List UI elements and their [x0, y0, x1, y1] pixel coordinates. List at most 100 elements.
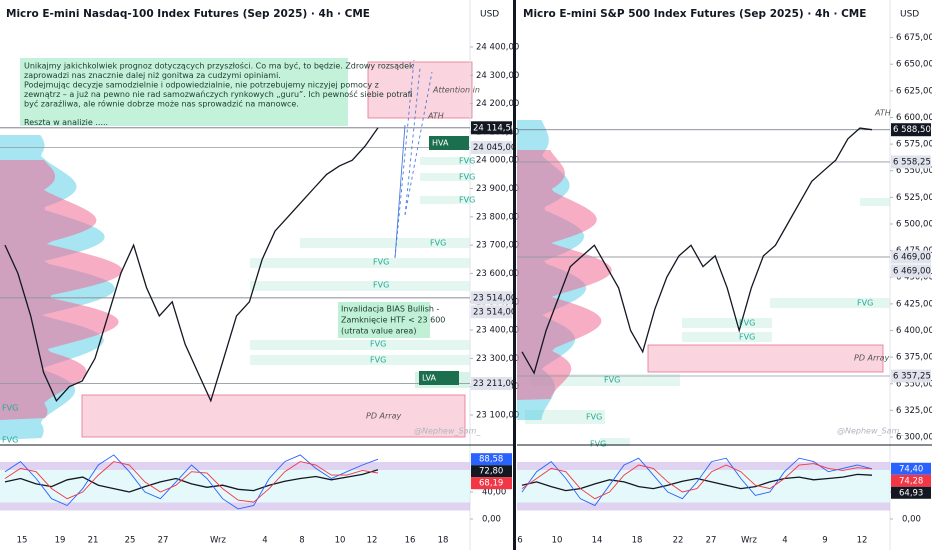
- y-tick-label: 23 800,00: [476, 212, 519, 222]
- x-tick-label: 6: [517, 536, 522, 546]
- osc-label-bg: [891, 474, 931, 487]
- osc-line: [521, 457, 873, 507]
- osc-label: 72,80: [479, 467, 503, 477]
- annotation: FVG: [604, 376, 620, 385]
- annotation: LVA: [422, 374, 437, 383]
- x-tick-label: 21: [88, 536, 99, 546]
- projection: [394, 124, 406, 259]
- x-tick-label: 12: [367, 536, 378, 546]
- price-label-bg: [471, 140, 512, 154]
- price-label: 6 469,00: [893, 253, 931, 263]
- note-line: Reszta w analizie .....: [24, 118, 108, 127]
- label-box: [429, 136, 469, 150]
- y-tick-label: 6 650,00: [896, 60, 932, 70]
- currency: USD: [480, 10, 499, 20]
- y-tick-label: 6 550,00: [896, 166, 932, 176]
- osc-band: [0, 461, 470, 470]
- annotation: HVA: [432, 139, 449, 148]
- osc-label-bg: [891, 486, 931, 499]
- annotation: FVG: [2, 404, 18, 413]
- zone: [420, 196, 470, 204]
- y-tick-label: 6 600,00: [896, 113, 932, 123]
- zone: [647, 344, 884, 373]
- price-label: 24 114,50: [473, 123, 516, 133]
- invalidation-line: (utrata value area): [341, 327, 416, 336]
- annotation: ATH: [874, 109, 891, 118]
- y-tick-label: 6 300,00: [896, 433, 932, 443]
- y-tick-label: 6 400,00: [896, 326, 932, 336]
- y-tick-label: 23 600,00: [476, 269, 519, 279]
- x-tick-label: 27: [706, 536, 717, 546]
- osc-label-bg: [471, 453, 512, 466]
- osc-line: [4, 454, 379, 510]
- osc-band: [517, 461, 890, 470]
- x-tick-label: 18: [632, 536, 643, 546]
- y-tick-label: 6 450,00: [896, 273, 932, 283]
- zone: [300, 238, 470, 248]
- invalidation-box: [338, 302, 430, 338]
- label-box: [419, 371, 459, 385]
- price-label: 6 357,25: [893, 372, 931, 382]
- y-tick-label: 23 400,00: [476, 326, 519, 336]
- zone: [682, 318, 772, 328]
- price-label-bg: [891, 264, 931, 278]
- price-label: 6 558,25: [893, 157, 931, 167]
- x-tick-label: 19: [55, 536, 66, 546]
- invalidation-line: Invalidacja BIAS Bullish -: [341, 305, 440, 314]
- price-label: 23 211,00: [473, 379, 516, 389]
- y-tick-label: 24 200,00: [476, 99, 519, 109]
- price-label-bg: [471, 121, 512, 135]
- annotation: FVG: [459, 157, 475, 166]
- volume-profile: [517, 150, 612, 400]
- x-tick-label: 8: [299, 536, 304, 546]
- price-label: 6 469,00: [893, 267, 931, 277]
- annotation: FVG: [370, 340, 386, 349]
- osc-line: [4, 469, 379, 493]
- zone: [81, 394, 466, 438]
- y-tick-label: 6 325,00: [896, 406, 932, 416]
- x-tick-label: 10: [335, 536, 346, 546]
- osc-label-bg: [891, 462, 931, 475]
- annotation: Attention in: [432, 86, 480, 95]
- annotation: FVG: [586, 413, 602, 422]
- currency: USD: [900, 10, 919, 20]
- annotation: FVG: [739, 319, 755, 328]
- osc-tick-label: 40,00: [482, 487, 506, 497]
- osc-line: [4, 461, 379, 503]
- note-box: [20, 58, 348, 126]
- price-label-bg: [891, 123, 931, 137]
- x-tick-label: 12: [857, 536, 868, 546]
- annotation: ATH: [427, 112, 444, 121]
- price-label-bg: [471, 377, 512, 391]
- zone: [600, 438, 630, 446]
- x-tick-label: 27: [158, 536, 169, 546]
- annotation: @Nephew_Sam_: [837, 427, 904, 436]
- osc-tick-label: 0,00: [482, 514, 501, 524]
- invalidation-line: Zamknięcie HTF < 23 600: [341, 316, 445, 325]
- annotation: FVG: [430, 239, 446, 248]
- osc-label-bg: [471, 477, 512, 490]
- y-tick-label: 6 500,00: [896, 219, 932, 229]
- y-tick-label: 6 375,00: [896, 353, 932, 363]
- y-tick-label: 23 700,00: [476, 241, 519, 251]
- osc-label: 88,58: [479, 455, 503, 465]
- annotation: FVG: [459, 196, 475, 205]
- y-tick-label: 6 675,00: [896, 33, 932, 43]
- x-tick-label: Wrz: [210, 536, 227, 546]
- price-line-series: [4, 127, 379, 403]
- price-label: 6 588,50: [893, 125, 931, 135]
- osc-label: 64,93: [899, 488, 923, 498]
- zone: [525, 410, 605, 424]
- price-label-bg: [891, 155, 931, 169]
- volume-profile: [0, 160, 123, 420]
- price-line-series: [521, 127, 873, 375]
- osc-zone: [517, 469, 890, 503]
- x-tick-label: 10: [552, 536, 563, 546]
- annotation: FVG: [373, 281, 389, 290]
- annotation: FVG: [370, 356, 386, 365]
- chart-title: Micro E-mini S&P 500 Index Futures (Sep …: [523, 8, 866, 20]
- price-label-bg: [471, 291, 512, 305]
- osc-band: [517, 502, 890, 511]
- y-tick-label: 23 100,00: [476, 410, 519, 420]
